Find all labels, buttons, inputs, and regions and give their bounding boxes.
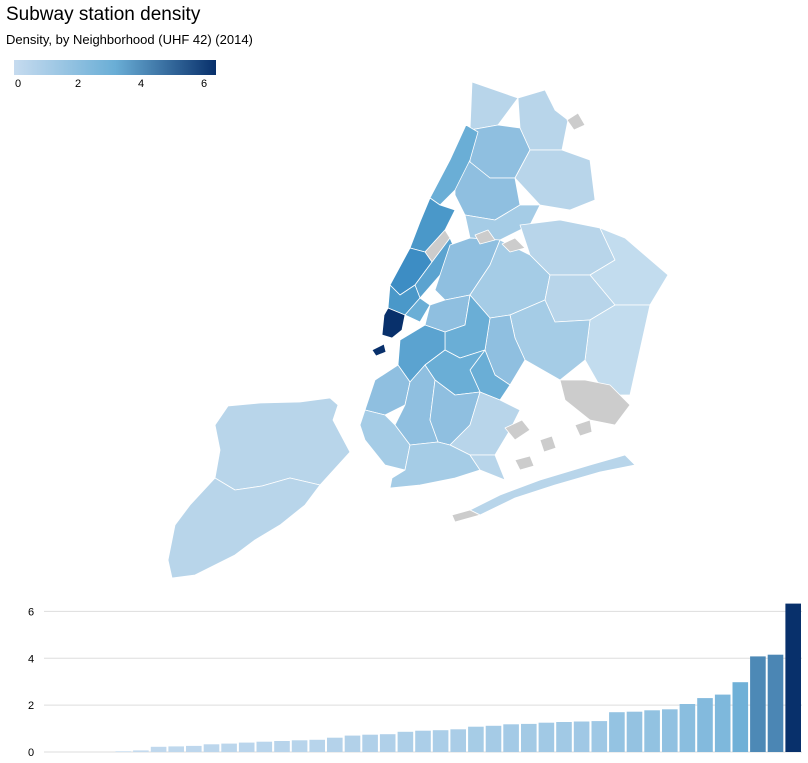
bar[interactable] [274, 741, 290, 752]
bar[interactable] [379, 734, 396, 752]
bar[interactable] [450, 729, 466, 752]
bar[interactable] [767, 654, 784, 752]
bar[interactable] [591, 721, 608, 752]
legend-tick-label: 2 [74, 78, 82, 90]
region-brooklyn-sheepshead[interactable] [469, 454, 506, 481]
bar[interactable] [750, 656, 766, 752]
region-manhattan-washington-heights[interactable] [429, 124, 479, 206]
bar[interactable] [609, 712, 625, 752]
region-staten-island-south[interactable] [167, 477, 321, 579]
bar[interactable] [732, 682, 749, 752]
region-jamaica-bay-island [539, 435, 557, 453]
region-manhattan-lower[interactable] [381, 307, 406, 339]
bar[interactable] [485, 725, 502, 753]
bar[interactable] [432, 730, 449, 752]
bar[interactable] [203, 744, 220, 752]
legend-tick-label: 4 [137, 78, 145, 90]
bar[interactable] [221, 743, 237, 752]
region-bronx-pelham[interactable] [514, 149, 596, 211]
bar[interactable] [344, 735, 361, 752]
region-rikers-island [474, 229, 496, 245]
region-manhattan-gramercy[interactable] [404, 297, 431, 323]
region-brooklyn-sunset-park[interactable] [364, 364, 411, 416]
legend-tick-label: 0 [14, 78, 22, 90]
region-queens-southeast[interactable] [584, 304, 651, 396]
bar[interactable] [714, 694, 731, 752]
y-tick-label: 4 [28, 653, 34, 665]
bar[interactable] [662, 709, 678, 752]
region-jfk-airport [559, 379, 631, 426]
bar[interactable] [362, 734, 378, 752]
nyc-choropleth-map [167, 81, 669, 579]
region-jamaica-bay-island [504, 419, 531, 441]
bar[interactable] [133, 750, 149, 752]
bar-chart: 0 2 4 6 [28, 603, 802, 759]
bar[interactable] [115, 751, 132, 752]
chart-subtitle: Density, by Neighborhood (UHF 42) (2014) [6, 32, 253, 47]
region-bronx-riverdale[interactable] [469, 81, 519, 131]
region-jamaica-bay-island [574, 419, 593, 437]
region-jamaica-bay-island [514, 455, 535, 471]
chart-title: Subway station density [6, 4, 201, 25]
region-governors-island[interactable] [371, 343, 387, 357]
bar[interactable] [697, 698, 713, 752]
bar[interactable] [521, 723, 537, 752]
y-tick-label: 0 [28, 747, 34, 759]
bar[interactable] [644, 710, 660, 752]
region-laguardia [501, 237, 526, 253]
bar[interactable] [168, 746, 184, 752]
bar[interactable] [626, 711, 643, 752]
bar[interactable] [309, 739, 325, 752]
bar[interactable] [327, 737, 343, 752]
legend-tick-label: 6 [200, 78, 208, 90]
color-legend: 0 2 4 6 [14, 60, 216, 90]
region-queens-rockaway[interactable] [469, 454, 636, 516]
bar[interactable] [573, 721, 590, 753]
bar-chart-bars [115, 603, 801, 753]
bar[interactable] [556, 722, 572, 752]
bar[interactable] [150, 746, 167, 752]
y-tick-label: 2 [28, 700, 34, 712]
bar[interactable] [186, 745, 202, 752]
bar[interactable] [256, 741, 273, 752]
legend-gradient [14, 60, 216, 75]
region-staten-island-north[interactable] [214, 397, 351, 491]
region-bronx-island [566, 112, 586, 131]
bar[interactable] [785, 603, 801, 752]
bar[interactable] [397, 731, 414, 752]
y-tick-label: 6 [28, 606, 34, 618]
bar[interactable] [679, 704, 696, 752]
bar[interactable] [538, 722, 555, 752]
region-breezy-point [451, 509, 481, 523]
bar[interactable] [503, 724, 519, 752]
bar[interactable] [415, 730, 431, 752]
bar[interactable] [291, 740, 308, 752]
bar[interactable] [468, 726, 484, 752]
bar[interactable] [238, 742, 255, 752]
